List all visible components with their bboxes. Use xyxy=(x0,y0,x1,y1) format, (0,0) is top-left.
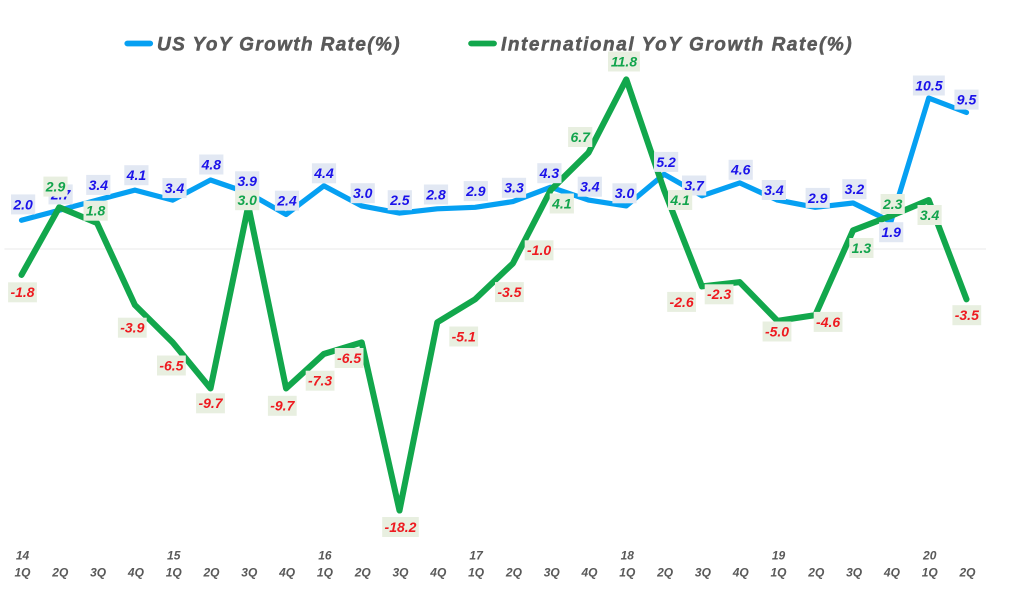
svg-text:2Q: 2Q xyxy=(51,566,69,580)
svg-text:2Q: 2Q xyxy=(807,566,825,580)
svg-text:3.4: 3.4 xyxy=(764,182,784,198)
svg-text:1Q: 1Q xyxy=(317,566,334,580)
svg-text:3.2: 3.2 xyxy=(845,181,865,197)
svg-text:-9.7: -9.7 xyxy=(198,395,223,411)
svg-text:-9.7: -9.7 xyxy=(270,398,295,414)
svg-text:17: 17 xyxy=(469,549,484,563)
svg-text:4.1: 4.1 xyxy=(126,167,147,183)
svg-text:18: 18 xyxy=(621,549,635,563)
svg-text:3.4: 3.4 xyxy=(920,207,940,223)
svg-text:3Q: 3Q xyxy=(695,566,712,580)
svg-text:1.3: 1.3 xyxy=(852,240,872,256)
svg-text:2Q: 2Q xyxy=(656,566,674,580)
svg-text:2.3: 2.3 xyxy=(882,196,903,212)
svg-text:1Q: 1Q xyxy=(770,566,787,580)
svg-text:3.4: 3.4 xyxy=(165,180,185,196)
svg-text:2.9: 2.9 xyxy=(807,190,828,206)
svg-text:-2.3: -2.3 xyxy=(707,286,731,302)
svg-text:-7.3: -7.3 xyxy=(308,373,332,389)
svg-text:4.1: 4.1 xyxy=(669,192,690,208)
svg-text:-3.9: -3.9 xyxy=(120,320,144,336)
svg-text:3Q: 3Q xyxy=(846,566,863,580)
svg-text:-5.0: -5.0 xyxy=(765,323,789,339)
svg-text:4.4: 4.4 xyxy=(313,165,334,181)
svg-text:2Q: 2Q xyxy=(958,566,976,580)
svg-text:3.4: 3.4 xyxy=(89,177,109,193)
svg-text:10.5: 10.5 xyxy=(915,77,942,93)
svg-text:2.0: 2.0 xyxy=(12,196,33,212)
svg-text:15: 15 xyxy=(167,549,181,563)
svg-text:1Q: 1Q xyxy=(14,566,31,580)
svg-text:2Q: 2Q xyxy=(202,566,220,580)
svg-text:4Q: 4Q xyxy=(429,566,447,580)
svg-text:5.2: 5.2 xyxy=(656,154,676,170)
svg-text:2Q: 2Q xyxy=(505,566,523,580)
svg-text:1Q: 1Q xyxy=(468,566,485,580)
svg-text:3.0: 3.0 xyxy=(615,185,635,201)
svg-text:-1.0: -1.0 xyxy=(527,242,551,258)
svg-text:3.9: 3.9 xyxy=(237,173,257,189)
svg-text:3.3: 3.3 xyxy=(504,180,524,196)
svg-text:-5.1: -5.1 xyxy=(452,328,476,344)
svg-text:4Q: 4Q xyxy=(580,566,598,580)
svg-text:1Q: 1Q xyxy=(166,566,183,580)
svg-text:-6.5: -6.5 xyxy=(159,357,183,373)
svg-text:4.8: 4.8 xyxy=(201,156,222,172)
svg-text:4.1: 4.1 xyxy=(551,195,572,211)
svg-text:2.9: 2.9 xyxy=(465,183,486,199)
svg-text:-6.5: -6.5 xyxy=(337,350,361,366)
svg-text:-3.5: -3.5 xyxy=(497,284,521,300)
svg-text:9.5: 9.5 xyxy=(957,92,977,108)
svg-text:2.5: 2.5 xyxy=(389,192,410,208)
svg-text:2Q: 2Q xyxy=(354,566,372,580)
svg-text:6.7: 6.7 xyxy=(570,129,591,145)
svg-text:4.3: 4.3 xyxy=(539,165,560,181)
svg-text:3.4: 3.4 xyxy=(580,179,600,195)
svg-text:-18.2: -18.2 xyxy=(385,519,417,535)
svg-text:3.0: 3.0 xyxy=(353,185,373,201)
svg-text:11.8: 11.8 xyxy=(611,53,637,69)
svg-text:1Q: 1Q xyxy=(922,566,939,580)
svg-text:-4.6: -4.6 xyxy=(816,314,840,330)
svg-text:1.9: 1.9 xyxy=(881,224,901,240)
svg-text:3Q: 3Q xyxy=(241,566,258,580)
svg-text:20: 20 xyxy=(922,549,937,563)
svg-text:-2.6: -2.6 xyxy=(670,294,694,310)
svg-text:19: 19 xyxy=(772,549,786,563)
svg-text:4Q: 4Q xyxy=(732,566,750,580)
svg-text:3.7: 3.7 xyxy=(684,177,705,193)
svg-text:14: 14 xyxy=(16,549,30,563)
svg-text:1.8: 1.8 xyxy=(86,203,106,219)
svg-text:3.0: 3.0 xyxy=(237,192,257,208)
svg-text:3Q: 3Q xyxy=(544,566,561,580)
svg-text:16: 16 xyxy=(318,549,332,563)
svg-text:International YoY Growth Rate(: International YoY Growth Rate(%) xyxy=(501,35,853,56)
svg-text:US YoY Growth Rate(%): US YoY Growth Rate(%) xyxy=(157,35,401,56)
svg-text:2.8: 2.8 xyxy=(425,186,446,202)
svg-text:4Q: 4Q xyxy=(127,566,145,580)
svg-text:-1.8: -1.8 xyxy=(10,284,34,300)
svg-text:2.9: 2.9 xyxy=(45,179,66,195)
svg-text:3Q: 3Q xyxy=(392,566,409,580)
svg-text:1Q: 1Q xyxy=(619,566,636,580)
svg-text:3Q: 3Q xyxy=(90,566,107,580)
svg-text:4Q: 4Q xyxy=(278,566,296,580)
svg-text:4Q: 4Q xyxy=(883,566,901,580)
svg-text:-3.5: -3.5 xyxy=(955,307,979,323)
svg-text:2.4: 2.4 xyxy=(276,193,297,209)
svg-text:4.6: 4.6 xyxy=(730,162,751,178)
